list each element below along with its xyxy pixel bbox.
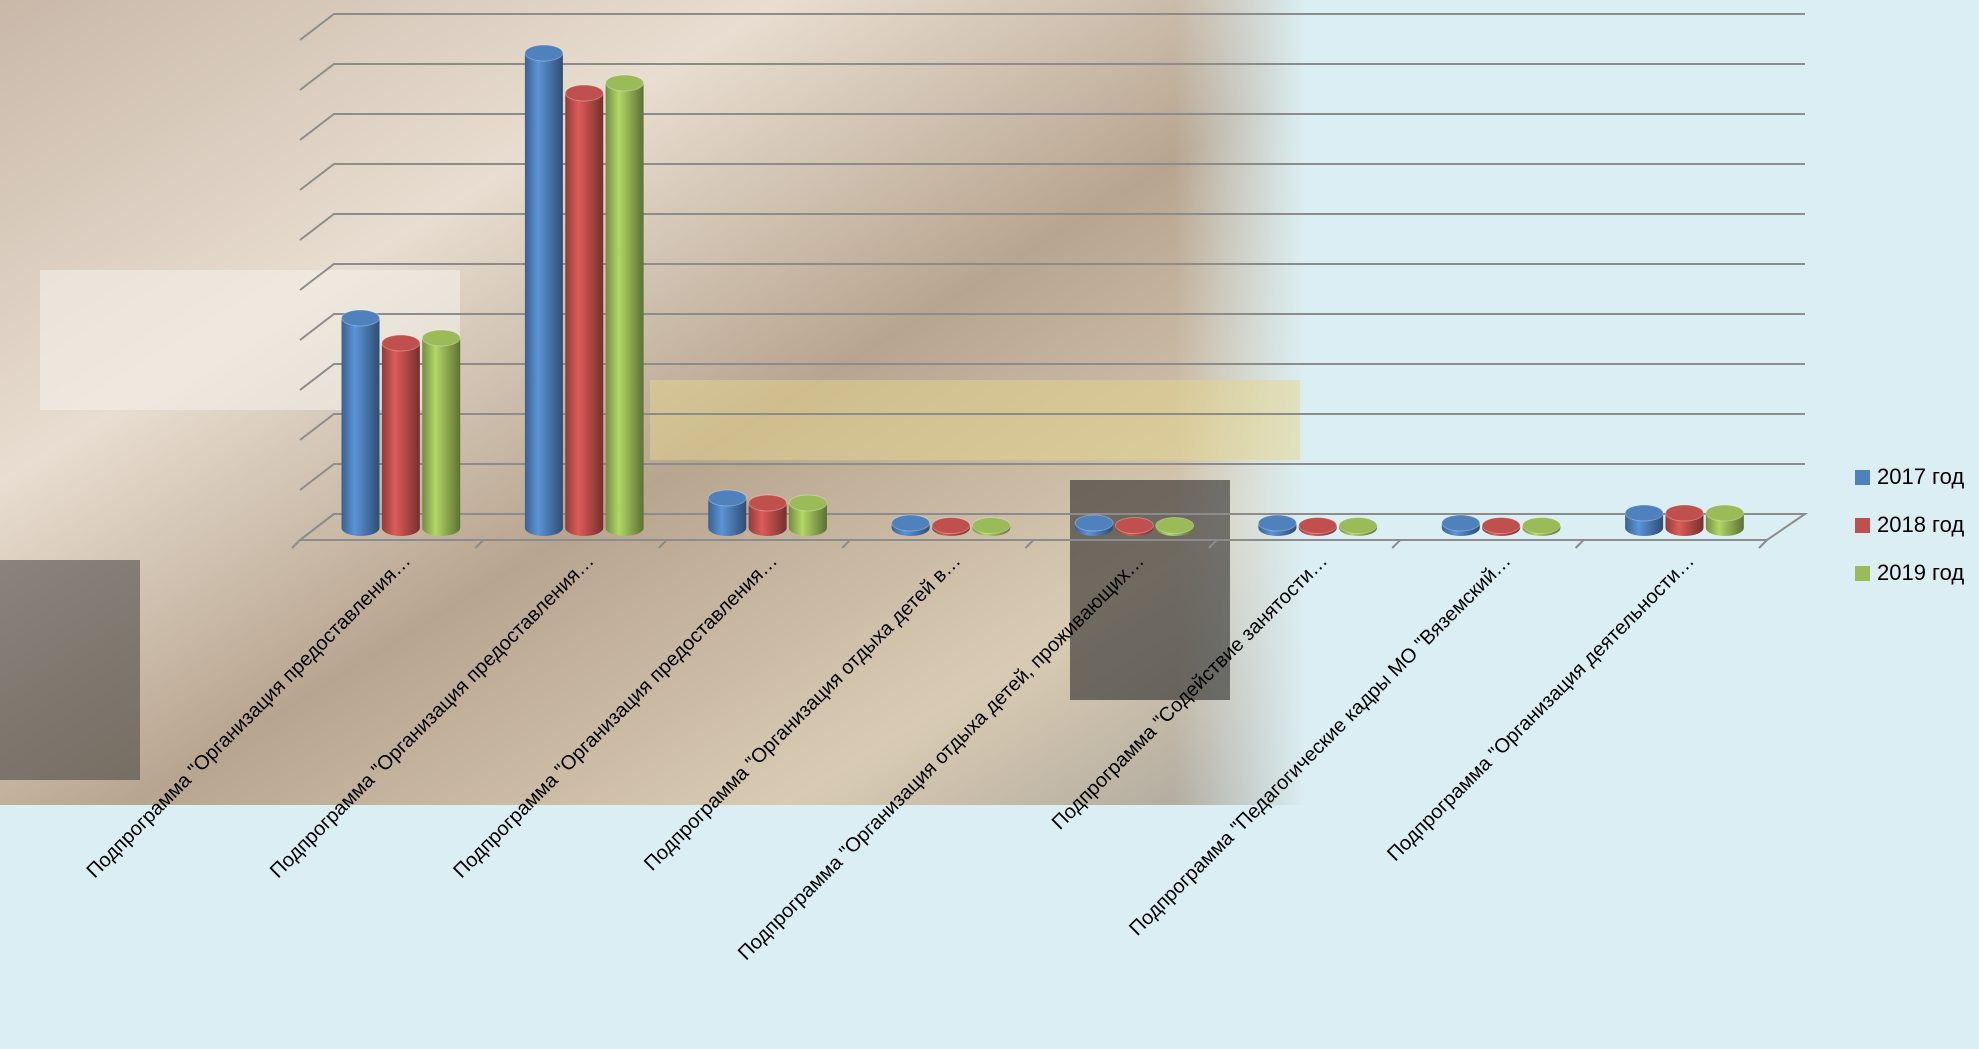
grid-line [299,363,1805,391]
bar-top [341,309,381,327]
grid-line [299,313,1805,341]
bar-bottom [605,520,644,536]
bar-top [564,84,604,102]
bar [707,489,747,536]
bar-bottom [788,520,827,536]
photo-detail [650,380,1300,460]
bar [1114,517,1154,536]
bar-body [565,93,604,528]
bar-top [605,74,645,92]
legend-swatch [1855,518,1870,533]
bar [1155,517,1195,536]
photo-detail [0,560,140,780]
bar [971,517,1011,536]
grid-line [299,463,1805,491]
bar [564,84,604,536]
category-tick [658,539,668,549]
bar-top [1705,504,1745,522]
bar-bottom [748,520,787,536]
grid-line [299,113,1805,141]
legend-swatch [1855,470,1870,485]
bar [1257,514,1297,536]
bar-bottom [422,520,461,536]
bar-top [748,494,788,512]
bar-bottom [565,520,604,536]
bar-top [1257,514,1297,532]
category-tick [474,539,485,549]
bar-top [381,334,421,352]
bar [1624,504,1664,536]
bar [748,494,788,536]
bar-bottom [341,520,380,536]
grid-line [299,63,1805,91]
bar [788,494,828,536]
bar-top [1441,514,1481,532]
legend-swatch [1855,566,1870,581]
category-tick [1574,539,1585,549]
bar-bottom [1705,520,1744,536]
bar-bottom [708,520,747,536]
bar-body [381,343,420,528]
bar-top [1114,517,1154,534]
bar [341,309,381,536]
bar-top [788,494,828,512]
bar-top [1338,517,1378,534]
bar-top [971,517,1011,534]
bar [1298,517,1338,536]
bar-top [1298,517,1338,534]
bar-bottom [381,520,420,536]
bar-bottom [524,520,563,536]
legend-label: 2018 год [1877,512,1964,537]
bar [1705,504,1745,536]
bar [1074,514,1114,536]
category-tick [841,539,851,549]
bar [421,329,461,536]
category-tick [1391,539,1401,549]
bar-top [1481,517,1521,534]
bar [1481,517,1521,536]
category-tick [1758,539,1768,549]
bar-top [1155,517,1195,534]
bar-bottom [1625,520,1664,536]
bar [605,74,645,536]
grid-line [299,263,1805,291]
bar-top [1074,514,1114,532]
bar [1664,504,1704,536]
category-tick [291,539,301,549]
bar-top [931,517,971,534]
bar-top [1521,517,1561,534]
bar [1441,514,1481,536]
category-tick [1208,539,1218,549]
bar-top [1664,504,1704,522]
legend-label: 2017 год [1877,464,1964,489]
bar-body [605,83,644,528]
bar [1338,517,1378,536]
grid-line [299,413,1805,441]
bar-top [707,489,747,507]
bar [524,44,564,536]
bar-body [524,53,563,528]
bar-top [1624,504,1664,522]
bar [381,334,421,536]
bar [931,517,971,536]
grid-line [299,13,1805,41]
bar-top [891,514,931,532]
bar-bottom [1665,520,1704,536]
category-tick [1024,539,1035,549]
bar-top [421,329,461,347]
bar [1521,517,1561,536]
legend-label: 2019 год [1877,560,1964,585]
grid-line [299,213,1805,241]
bar-body [341,318,380,528]
bar-body [422,338,461,528]
bar-top [524,44,564,62]
grid-line [299,163,1805,191]
bar [891,514,931,536]
